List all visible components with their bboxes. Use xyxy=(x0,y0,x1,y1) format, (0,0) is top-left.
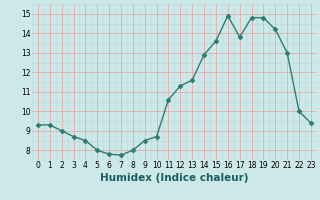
X-axis label: Humidex (Indice chaleur): Humidex (Indice chaleur) xyxy=(100,173,249,183)
